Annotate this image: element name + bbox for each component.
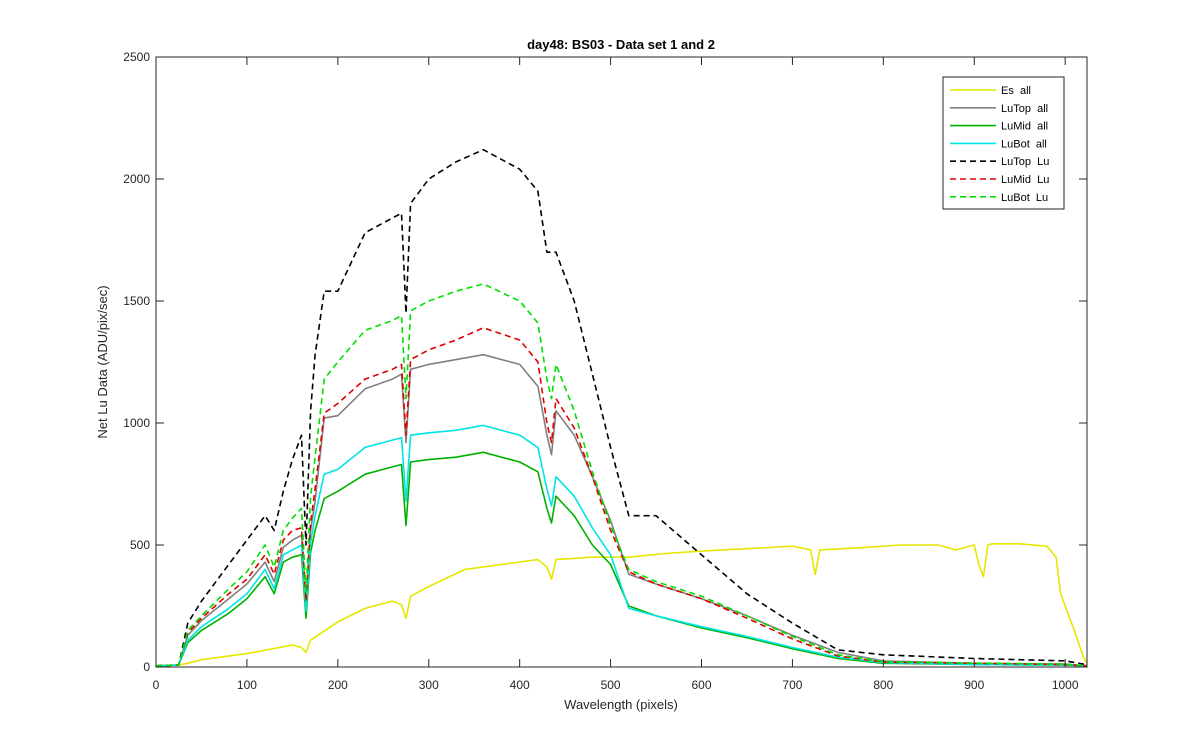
series-line-4 — [155, 148, 1088, 667]
legend-entry-label: LuTop Lu — [1001, 156, 1049, 168]
series-line-5 — [155, 326, 1088, 667]
x-tick-label: 600 — [691, 678, 711, 692]
plot-frame — [155, 56, 1088, 668]
x-tick-label: 100 — [237, 678, 257, 692]
y-axis: 0 500 1000 1500 2000 2500 — [123, 50, 1087, 674]
x-tick-label: 200 — [328, 678, 348, 692]
x-tick-label: 500 — [601, 678, 621, 692]
plot-lines — [155, 148, 1088, 667]
x-tick-label: 900 — [964, 678, 984, 692]
x-tick-label: 400 — [510, 678, 530, 692]
legend-entry-label: LuBot all — [1001, 138, 1047, 150]
x-tick-label: 300 — [419, 678, 439, 692]
y-tick-label: 500 — [130, 538, 150, 552]
series-line-3 — [155, 424, 1088, 667]
legend-entry-label: LuTop all — [1001, 103, 1048, 115]
legend-entry-label: LuBot Lu — [1001, 192, 1048, 204]
x-axis: 0 100 200 300 400 500 600 700 800 900 1000 — [153, 57, 1079, 692]
legend: Es all LuTop all LuMid all LuBot all LuTop L… — [942, 76, 1065, 210]
y-tick-label: 0 — [143, 660, 150, 674]
chart-title: day48: BS03 - Data set 1 and 2 — [527, 37, 715, 52]
x-tick-label: 800 — [873, 678, 893, 692]
series-line-6 — [155, 283, 1088, 667]
y-tick-label: 2500 — [123, 50, 150, 64]
series-line-2 — [155, 451, 1088, 667]
y-tick-label: 2000 — [123, 172, 150, 186]
series-line-1 — [155, 353, 1088, 667]
y-tick-label: 1500 — [123, 294, 150, 308]
legend-entry-label: Es all — [1001, 85, 1031, 97]
x-tick-label: 1000 — [1052, 678, 1079, 692]
legend-entry-label: LuMid Lu — [1001, 174, 1049, 186]
y-axis-label: Net Lu Data (ADU/pix/sec) — [95, 285, 110, 438]
x-tick-label: 0 — [153, 678, 160, 692]
x-axis-label: Wavelength (pixels) — [564, 697, 678, 712]
legend-entry-label: LuMid all — [1001, 121, 1048, 133]
y-tick-label: 1000 — [123, 416, 150, 430]
x-tick-label: 700 — [782, 678, 802, 692]
series-line-0 — [155, 542, 1088, 667]
